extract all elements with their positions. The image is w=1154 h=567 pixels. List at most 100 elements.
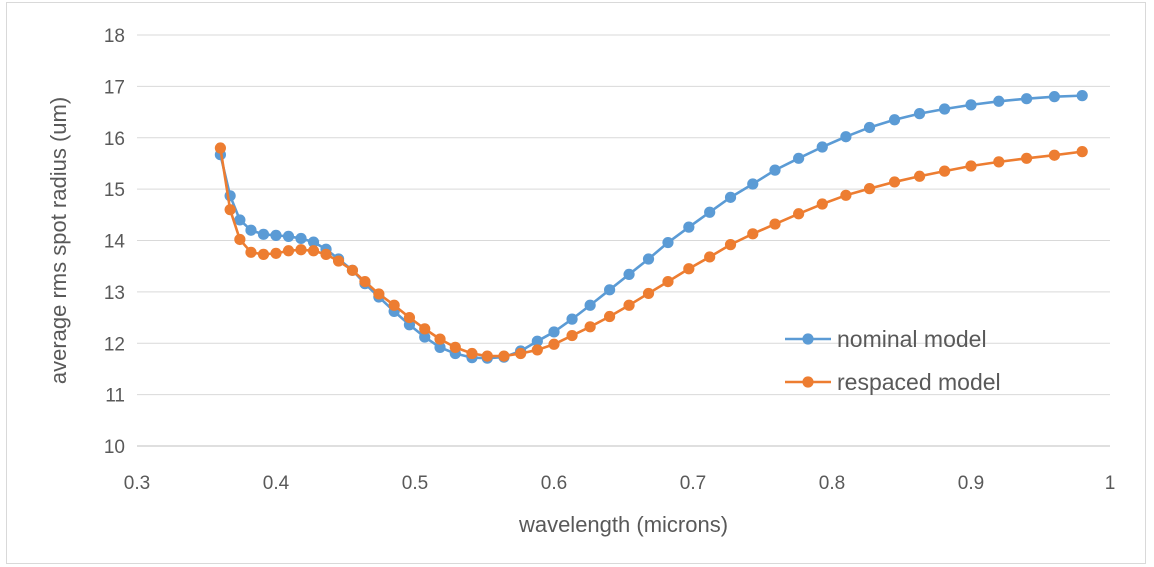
data-point xyxy=(993,95,1005,107)
x-tick-label: 1 xyxy=(1105,473,1116,494)
data-point xyxy=(840,189,852,201)
data-point xyxy=(515,347,527,360)
data-point xyxy=(623,299,635,311)
data-point xyxy=(403,311,416,324)
data-point xyxy=(346,264,359,276)
data-point xyxy=(642,287,655,300)
y-tick-label: 10 xyxy=(104,437,125,458)
data-point xyxy=(245,246,257,258)
data-point xyxy=(531,344,543,356)
data-point xyxy=(257,248,270,260)
data-point xyxy=(498,350,510,362)
data-point xyxy=(419,323,431,335)
data-point xyxy=(584,321,596,333)
data-point xyxy=(793,208,805,220)
y-tick-label: 15 xyxy=(104,180,125,201)
data-point xyxy=(769,164,781,176)
data-point xyxy=(642,253,655,265)
y-tick-label: 16 xyxy=(104,129,125,150)
data-point xyxy=(282,245,295,257)
data-point xyxy=(434,341,446,353)
data-point xyxy=(913,170,926,182)
data-point xyxy=(724,239,737,251)
x-tick-label: 0.9 xyxy=(958,473,984,494)
y-tick-label: 12 xyxy=(104,334,125,355)
data-point xyxy=(662,236,674,249)
data-point xyxy=(234,214,246,226)
y-tick-label: 17 xyxy=(104,77,125,98)
data-point xyxy=(332,255,345,267)
data-point xyxy=(816,198,828,210)
x-axis: 0.3 0.4 0.5 0.6 0.7 0.8 0.9 1 xyxy=(124,473,1116,494)
data-point xyxy=(466,347,478,360)
data-point xyxy=(295,244,307,256)
series-line xyxy=(219,94,1083,360)
data-point xyxy=(769,218,781,230)
x-tick-label: 0.6 xyxy=(541,473,567,494)
data-point xyxy=(307,236,320,248)
data-point xyxy=(863,121,876,134)
series-group xyxy=(214,90,1088,364)
data-point xyxy=(863,183,876,195)
data-point xyxy=(938,165,951,177)
y-tick-label: 14 xyxy=(104,232,126,253)
y-axis: 10 11 12 13 14 15 16 17 18 xyxy=(104,26,126,458)
data-point xyxy=(307,245,320,257)
legend-swatch-marker xyxy=(802,376,814,388)
data-point xyxy=(449,341,461,353)
x-tick-label: 0.4 xyxy=(263,473,290,494)
x-tick-label: 0.8 xyxy=(819,473,845,494)
data-point xyxy=(704,251,716,263)
data-point xyxy=(1021,152,1033,164)
data-point xyxy=(531,335,543,347)
gridlines xyxy=(137,34,1110,447)
data-point xyxy=(913,108,926,120)
legend-item: nominal model xyxy=(785,326,987,352)
data-point xyxy=(359,276,371,288)
legend-label: nominal model xyxy=(837,326,987,352)
data-point xyxy=(548,338,560,350)
series-0 xyxy=(214,90,1088,364)
x-tick-label: 0.7 xyxy=(680,473,706,494)
data-point xyxy=(816,141,828,153)
data-point xyxy=(724,191,737,203)
data-point xyxy=(793,152,805,164)
data-point xyxy=(584,299,596,311)
data-point xyxy=(965,99,977,111)
data-point xyxy=(373,288,385,300)
legend-item: respaced model xyxy=(785,369,1001,395)
data-point xyxy=(840,131,852,143)
data-point xyxy=(704,206,716,218)
data-point xyxy=(623,268,635,281)
data-point xyxy=(1021,93,1033,105)
legend: nominal model respaced model xyxy=(785,326,1001,395)
data-point xyxy=(993,156,1005,168)
legend-label: respaced model xyxy=(837,369,1001,395)
data-point xyxy=(282,230,295,242)
data-point xyxy=(683,221,695,233)
series-line xyxy=(219,147,1083,358)
data-point xyxy=(295,232,307,245)
data-point xyxy=(1076,90,1088,102)
data-point xyxy=(419,331,431,343)
data-point xyxy=(1048,149,1060,161)
data-point xyxy=(548,326,560,338)
data-point xyxy=(234,233,246,246)
data-point xyxy=(888,114,901,126)
y-axis-title: average rms spot radius (um) xyxy=(46,97,71,384)
data-point xyxy=(888,176,901,188)
data-point xyxy=(604,284,616,296)
legend-swatch-marker xyxy=(802,333,814,345)
data-point xyxy=(1076,146,1088,158)
x-tick-label: 0.3 xyxy=(124,473,150,494)
data-point xyxy=(214,142,226,154)
data-point xyxy=(388,299,400,311)
data-point xyxy=(566,313,578,325)
data-point xyxy=(270,247,282,259)
series-1 xyxy=(214,142,1088,362)
data-point xyxy=(481,350,493,362)
y-tick-label: 11 xyxy=(105,386,125,407)
data-point xyxy=(257,228,270,240)
y-tick-label: 18 xyxy=(104,26,125,47)
data-point xyxy=(604,310,616,323)
